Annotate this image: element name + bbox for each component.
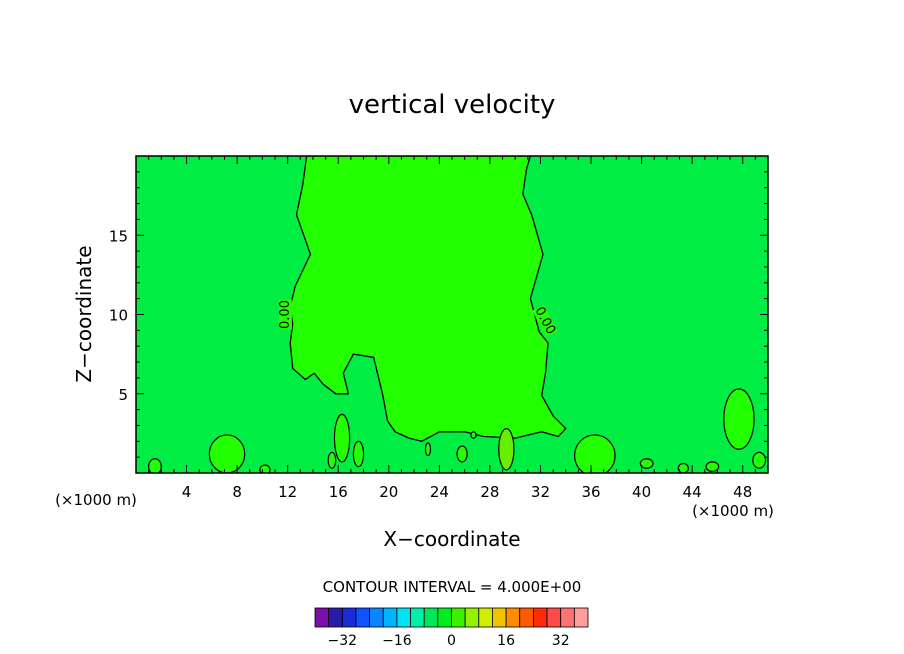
small-contour [498, 428, 515, 471]
small-contour [327, 451, 337, 469]
colorbar-swatch [519, 607, 534, 628]
colorbar-ticks: −32 −16 0 16 32 [328, 633, 570, 649]
colorbar-swatch [423, 607, 439, 628]
colorbar-swatch [546, 607, 562, 628]
colorbar-swatch [573, 607, 589, 628]
small-contour [470, 431, 477, 439]
colorbar-swatch [464, 607, 480, 628]
x-tick-label: 4 [182, 483, 192, 501]
colorbar-swatch [369, 607, 384, 628]
zero-contour-updraft [289, 156, 567, 442]
y-axis-label: Z−coordinate [72, 245, 96, 382]
small-contour [574, 434, 616, 473]
x-tick-label: 12 [278, 483, 297, 501]
small-contour [705, 461, 720, 473]
tick-marks [136, 156, 768, 473]
contour-interval-text: CONTOUR INTERVAL = 4.000E+00 [323, 578, 582, 596]
x-tick-label: 44 [683, 483, 702, 501]
x-tick-label: 32 [531, 483, 550, 501]
x-tick-label: 20 [379, 483, 398, 501]
small-contour [424, 442, 432, 457]
colorbar-swatch [328, 607, 343, 628]
colorbar-swatch [341, 607, 357, 628]
colorbar-swatch [437, 607, 452, 628]
small-contour [333, 413, 351, 463]
y-tick-labels: 5 10 15 [109, 227, 128, 404]
x-tick-labels: 4 8 12 16 20 24 28 32 36 40 44 48 [182, 483, 752, 501]
chart-title: vertical velocity [349, 90, 556, 120]
y-tick-label: 15 [109, 227, 128, 245]
y-tick-label: 10 [109, 307, 128, 325]
contour-layer [148, 156, 767, 473]
contour-label: 0.00 [278, 300, 293, 329]
x-tick-label: 40 [632, 483, 651, 501]
small-contour [352, 440, 365, 468]
x-tick-label: 24 [430, 483, 449, 501]
y-tick-label: 5 [118, 386, 128, 404]
colorbar-swatch [451, 607, 466, 628]
small-contour [723, 388, 755, 450]
colorbar-swatch [396, 607, 411, 628]
colorbar-tick-label: 16 [497, 633, 515, 649]
colorbar-swatch [492, 607, 507, 628]
x-axis-label: X−coordinate [383, 527, 520, 551]
x-unit-left: (×1000 m) [55, 491, 137, 509]
colorbar-swatch [478, 607, 493, 628]
small-contour [752, 451, 767, 469]
colorbar-swatch [410, 607, 425, 628]
x-tick-label: 16 [329, 483, 348, 501]
colorbar-swatch [382, 607, 398, 628]
small-contour [148, 458, 162, 473]
small-contour [639, 458, 654, 469]
colorbar-tick-label: 32 [552, 633, 570, 649]
x-tick-label: 28 [480, 483, 499, 501]
colorbar-swatch [314, 607, 330, 628]
x-tick-label: 8 [232, 483, 242, 501]
x-tick-label: 48 [733, 483, 752, 501]
colorbar-swatch [533, 607, 548, 628]
colorbar-tick-label: −16 [382, 633, 412, 649]
colorbar-swatch [355, 607, 371, 628]
colorbar-swatch [560, 607, 575, 628]
small-contour [208, 434, 246, 473]
x-tick-label: 36 [581, 483, 600, 501]
colorbar-tick-label: 0 [447, 633, 456, 649]
small-contour [456, 445, 468, 463]
colorbar-swatch [505, 607, 521, 628]
x-unit-right: (×1000 m) [692, 502, 774, 520]
colorbar [314, 607, 589, 628]
colorbar-tick-label: −32 [328, 633, 358, 649]
